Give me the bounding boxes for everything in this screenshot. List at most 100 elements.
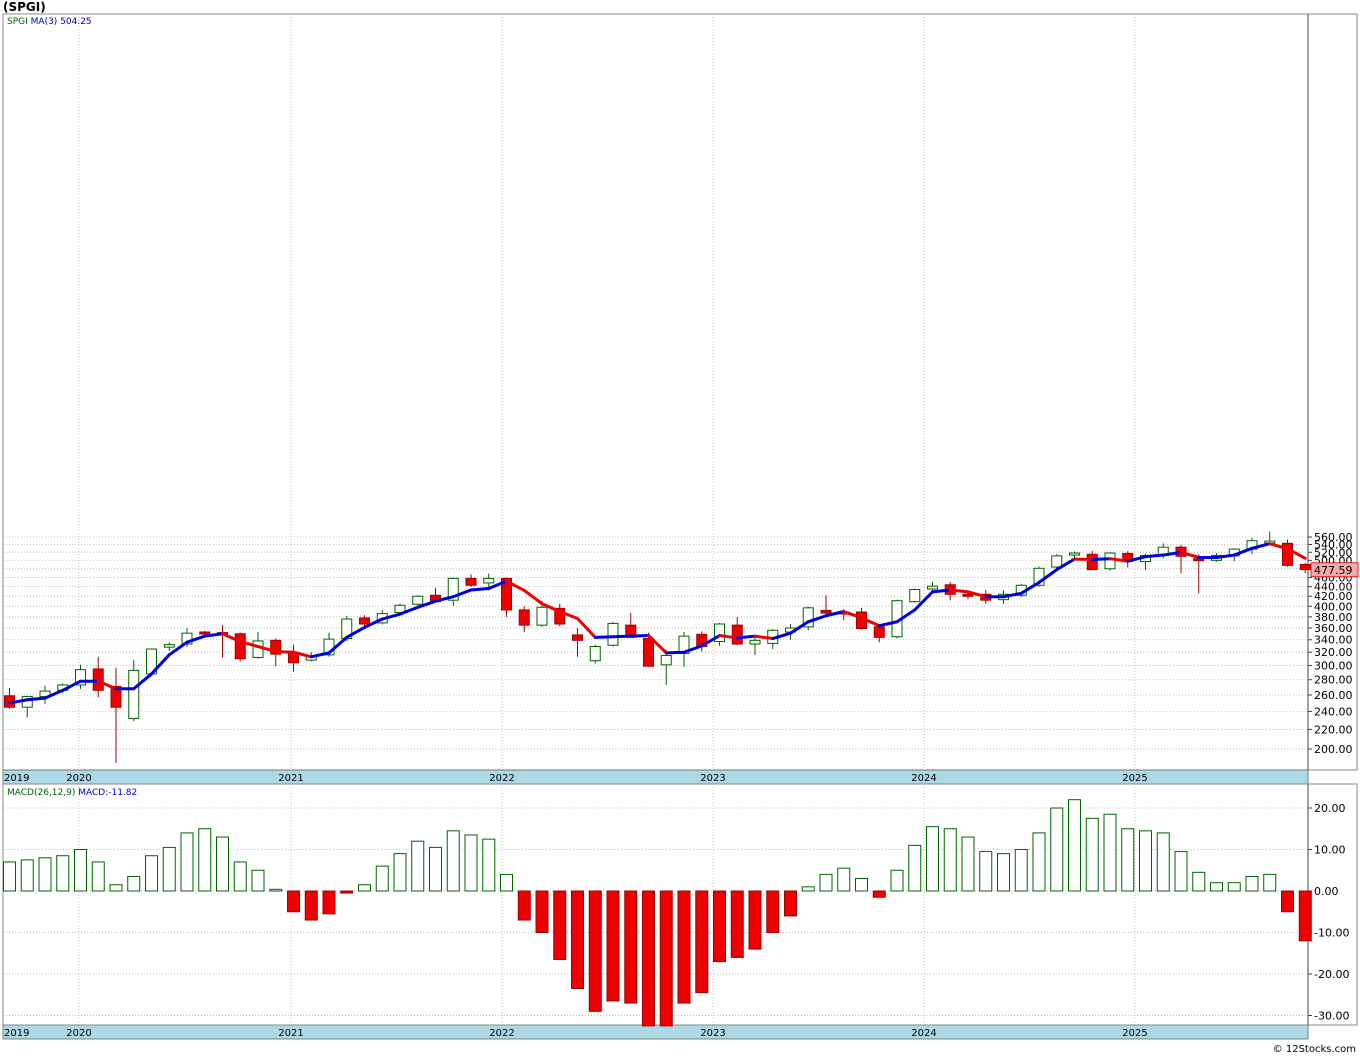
chart-title: (SPGI) (3, 0, 46, 14)
ma-segment (434, 595, 455, 603)
y-tick-label: 300.00 (1314, 660, 1353, 673)
ma-segment (1090, 557, 1112, 562)
candle-down (1282, 539, 1293, 567)
site-credit: © 12Stocks.com (1272, 1044, 1356, 1055)
macd-bar-negative (571, 890, 584, 990)
candle-body (572, 634, 583, 641)
ma-segment (487, 579, 508, 591)
candle-down (234, 632, 246, 662)
candle-body (536, 606, 548, 626)
macd-bar-positive (837, 867, 851, 892)
macd-bar-positive (482, 838, 496, 892)
candle-down (962, 592, 974, 600)
ma-segment (505, 579, 526, 592)
candle-body (163, 644, 175, 648)
candle-body (465, 577, 477, 586)
macd-bar-positive (429, 846, 442, 892)
candle-body (518, 609, 530, 626)
macd-bar-positive (1032, 832, 1046, 892)
ma-segment (1286, 547, 1307, 560)
candle-up (589, 644, 601, 664)
candle-down (92, 656, 104, 698)
ma-segment (771, 631, 792, 641)
y-tick-label: 200.00 (1314, 743, 1353, 756)
ma-segment (1002, 591, 1023, 599)
y-tick-label: 280.00 (1314, 674, 1353, 687)
x-tick-label: 2021 (278, 773, 303, 784)
y-tick-label: -10.00 (1314, 927, 1349, 940)
macd-bar-positive (358, 884, 371, 892)
macd-bar-negative (588, 890, 602, 1012)
candle-body (75, 669, 86, 686)
ma-segment (43, 688, 65, 700)
y-tick-label: 400.00 (1314, 600, 1353, 613)
candle-body (1069, 552, 1080, 556)
macd-bar-negative (1298, 890, 1312, 942)
ma-segment (860, 616, 881, 628)
ma-segment (629, 634, 650, 638)
macd-bar-positive (1156, 832, 1170, 892)
macd-bar-negative (624, 890, 638, 1004)
macd-bar-positive (251, 869, 265, 892)
ma-segment (309, 651, 331, 659)
candle-body (749, 639, 761, 645)
ma-segment (167, 640, 189, 657)
ma-segment (327, 635, 349, 655)
ma-segment (700, 634, 721, 648)
legend-ma: MA(3) 504.25 (31, 17, 92, 27)
ma-segment (913, 590, 934, 612)
candle-up (607, 621, 619, 647)
macd-bar-negative (322, 890, 336, 915)
candle-body (731, 624, 743, 645)
ma-segment (611, 634, 633, 639)
y-tick-label: -30.00 (1314, 1010, 1349, 1023)
legend-label: MACD(26,12,9) (7, 788, 78, 798)
x-tick-label: 2020 (66, 1028, 91, 1039)
macd-bar-positive (1227, 882, 1241, 892)
candle-body (92, 668, 104, 691)
macd-bar-negative (677, 890, 691, 1004)
ma-segment (806, 614, 828, 624)
x-tick-label: 2025 (1122, 1028, 1147, 1039)
macd-bar-positive (91, 861, 105, 892)
macd-bar-negative (730, 890, 744, 958)
ma-segment (61, 679, 82, 692)
ma-segment (682, 644, 704, 654)
y-tick-label: 10.00 (1314, 844, 1346, 857)
macd-bar-negative (659, 890, 673, 1027)
macd-bar-positive (446, 830, 460, 892)
macd-bar-negative (872, 890, 886, 898)
x-tick-label: 2020 (66, 773, 91, 784)
macd-bar-negative (304, 890, 318, 921)
candle-body (927, 585, 938, 590)
macd-bar-negative (553, 890, 567, 960)
macd-bar-positive (145, 855, 158, 892)
macd-bar-positive (464, 834, 478, 892)
x-tick-label: 2024 (911, 773, 936, 784)
candle-down (501, 577, 512, 617)
macd-bar-negative (642, 890, 655, 1027)
ma-segment (842, 609, 863, 620)
candle-body (607, 622, 619, 646)
candle-body (1033, 567, 1045, 586)
candle-body (252, 640, 264, 658)
ma-segment (789, 620, 810, 635)
ma-segment (1126, 555, 1147, 563)
ma-segment (416, 599, 437, 609)
macd-bar-positive (162, 846, 176, 892)
ma-segment (540, 602, 562, 613)
x-tick-label: 2024 (911, 1028, 936, 1039)
candle-up (1069, 551, 1080, 559)
macd-bar-positive (819, 873, 833, 892)
macd-bar-positive (1103, 813, 1117, 892)
ma-segment (966, 590, 988, 599)
candle-down (572, 627, 583, 657)
last-price-box (1310, 562, 1359, 578)
ma-segment (150, 653, 171, 676)
macd-bar-positive (1068, 799, 1081, 892)
ma-segment (1232, 546, 1254, 557)
candle-down (1299, 562, 1311, 574)
x-tick-label: 2019 (4, 773, 29, 784)
macd-bar-positive (1121, 828, 1135, 892)
macd-bar-positive (180, 832, 194, 892)
